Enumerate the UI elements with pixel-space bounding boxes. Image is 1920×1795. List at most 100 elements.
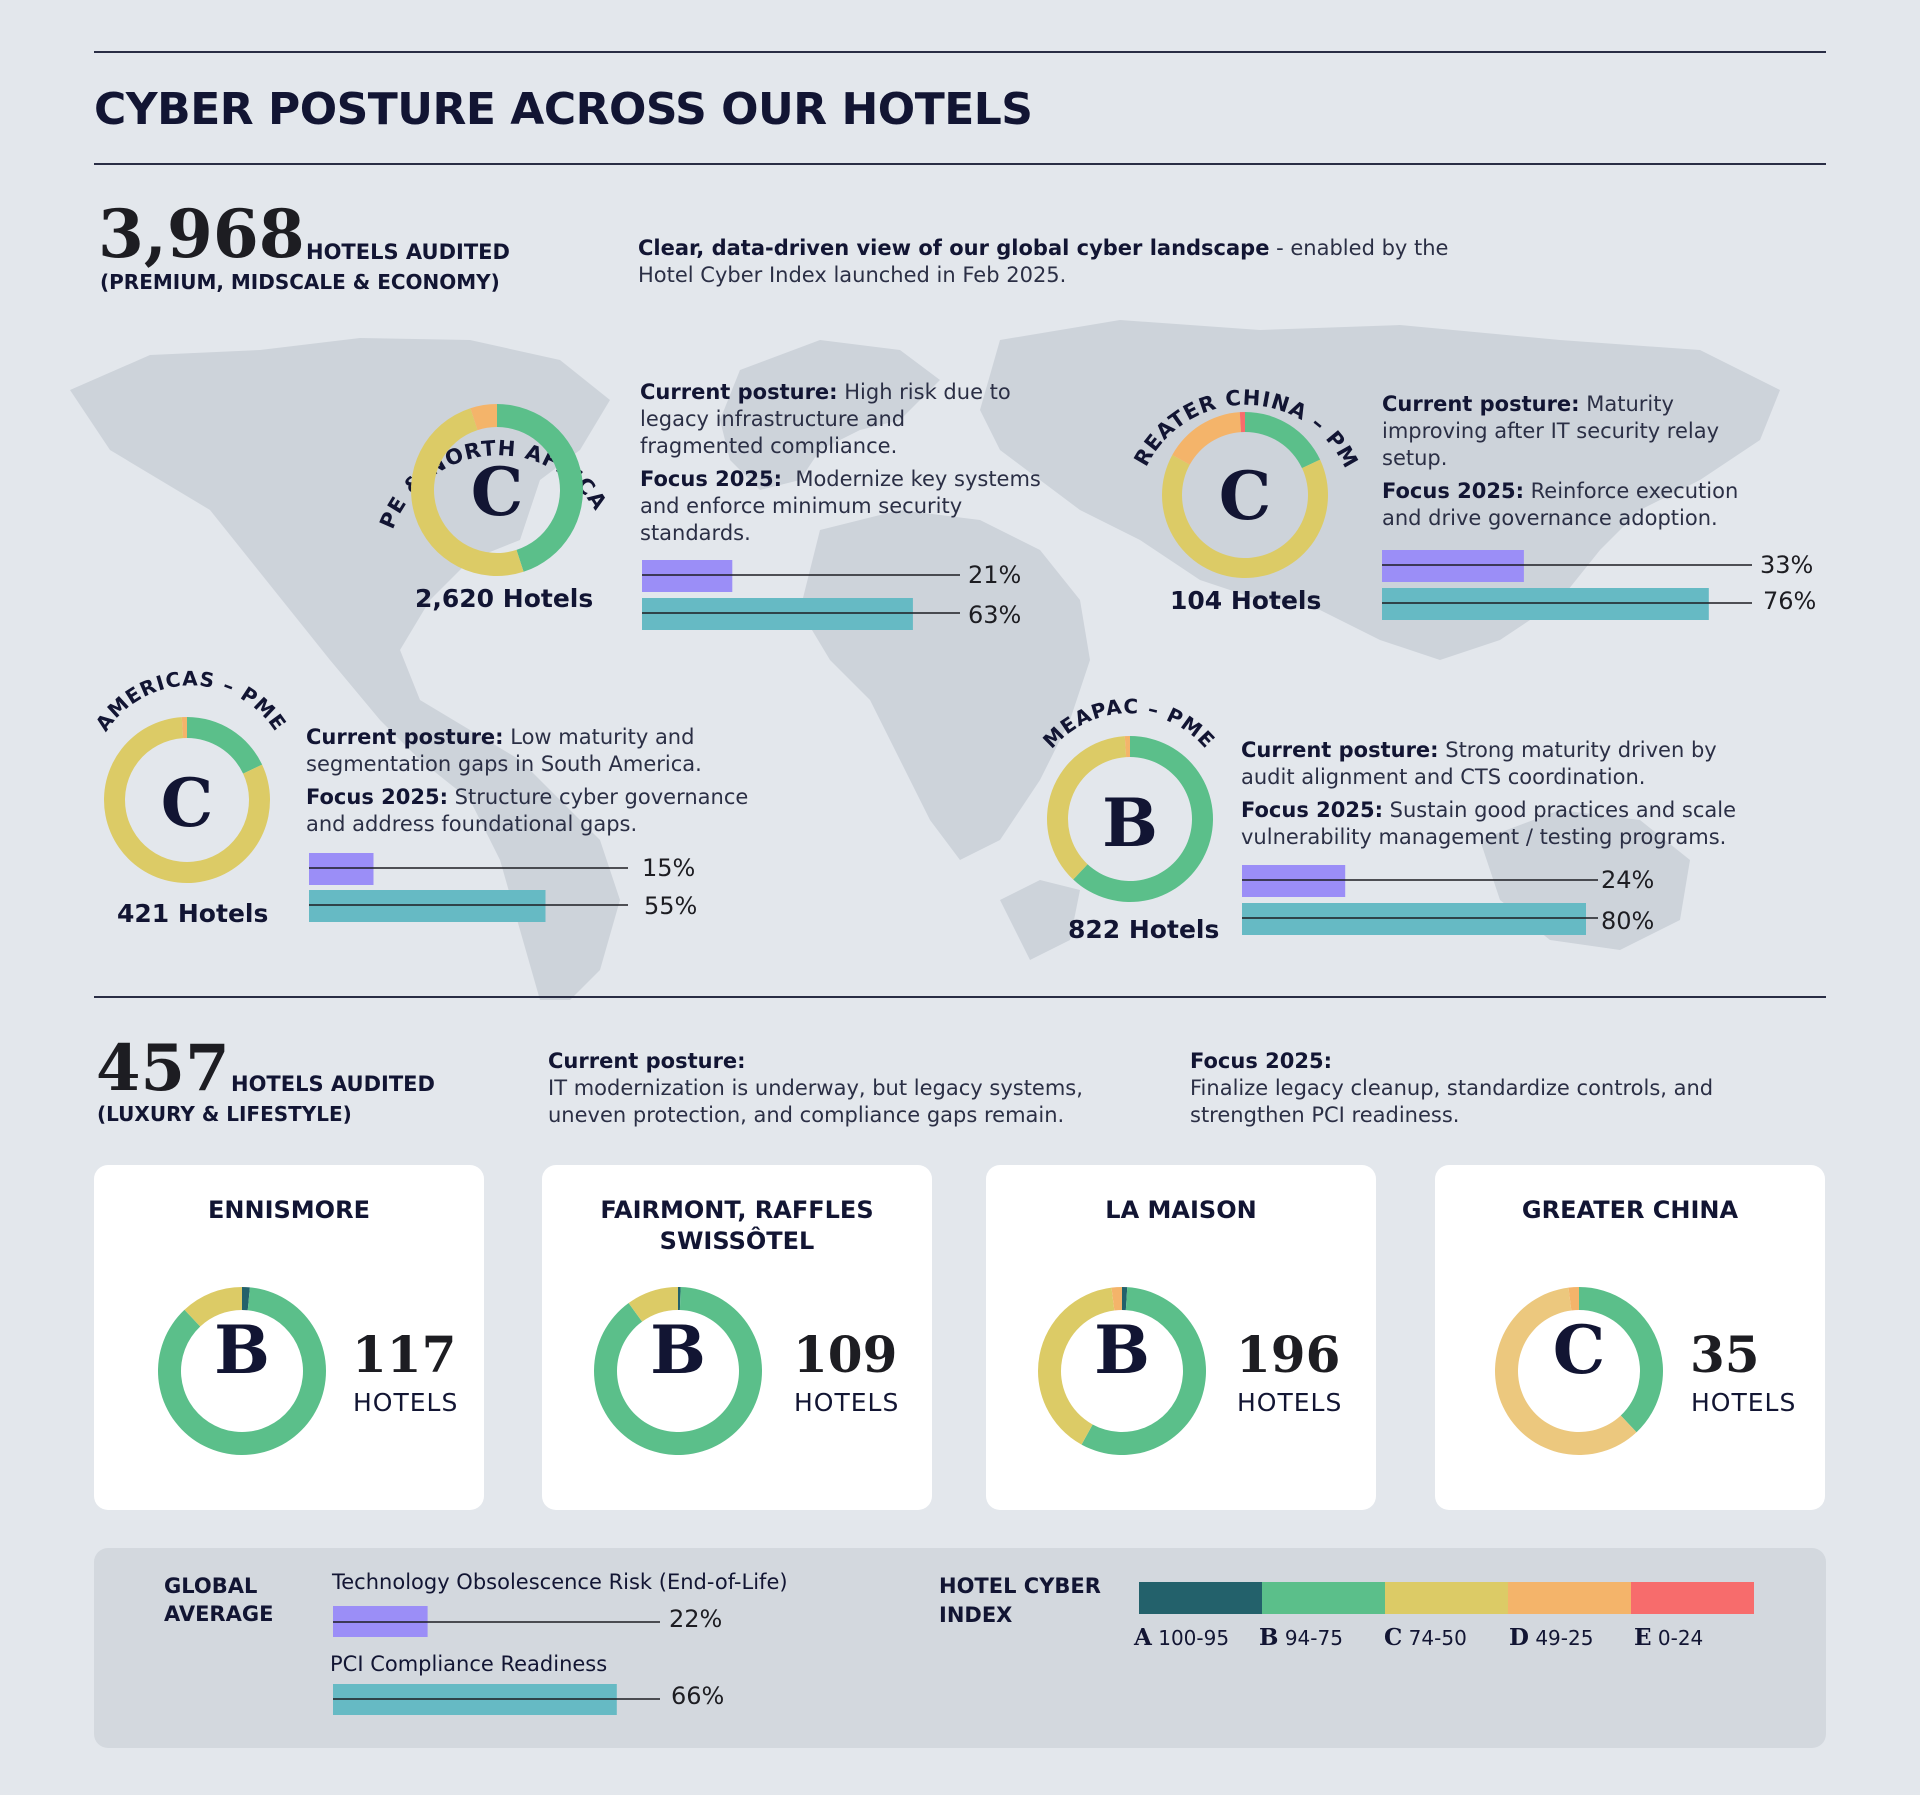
- donut-segment-b: [497, 404, 584, 572]
- brand-donut-ennismore: B: [158, 1287, 326, 1455]
- pci-legend-label: PCI Compliance Readiness: [330, 1652, 608, 1676]
- pci-bar: [642, 598, 913, 630]
- donut-segment-a: [678, 1287, 681, 1311]
- intro-rest-1: - enabled by the: [1269, 236, 1449, 260]
- posture-label-europe: Current posture:: [640, 380, 838, 404]
- focus-line: and drive governance adoption.: [1382, 506, 1718, 530]
- luxury-hotels-number: 457: [96, 1031, 230, 1106]
- donut-meapac: [1047, 736, 1213, 902]
- global-average-label: GLOBAL AVERAGE: [164, 1572, 273, 1628]
- donut-segment-d: [470, 404, 497, 431]
- posture-line: High risk due to: [837, 380, 1011, 404]
- obsolescence-legend-label: Technology Obsolescence Risk (End-of-Lif…: [332, 1570, 788, 1594]
- donut-segments: [158, 1287, 326, 1455]
- global-line: GLOBAL: [164, 1574, 258, 1598]
- total-hotels-number: 3,968: [98, 195, 305, 273]
- focus-label-china: Focus 2025:: [1382, 479, 1524, 503]
- focus-line: standards.: [640, 521, 751, 545]
- pct-obsolescence-china: 33%: [1760, 551, 1814, 579]
- donut-segments: [594, 1287, 762, 1455]
- brand-title: ENNISMORE: [94, 1195, 484, 1226]
- brand-title-line: GREATER CHINA: [1521, 1196, 1739, 1224]
- posture-line: audit alignment and CTS coordination.: [1241, 765, 1646, 789]
- grade-range: 100-95: [1158, 1626, 1230, 1650]
- index-swatch-e: [1631, 1582, 1754, 1614]
- donut-segment-e: [1239, 412, 1245, 433]
- brand-donut-fairmont: B: [594, 1287, 762, 1455]
- focus-line: and enforce minimum security: [640, 494, 963, 518]
- brand-title: FAIRMONT, RAFFLES SWISSÔTEL: [542, 1195, 932, 1257]
- pct-obsolescence-europe: 21%: [968, 561, 1022, 589]
- desc-china: Current posture: Maturity improving afte…: [1382, 391, 1738, 532]
- focus-line: strengthen PCI readiness.: [1190, 1103, 1460, 1127]
- posture-line: setup.: [1382, 446, 1448, 470]
- index-swatch-d: [1508, 1582, 1631, 1614]
- grade-range: 0-24: [1657, 1626, 1704, 1650]
- pct-obsolescence-meapac: 24%: [1601, 866, 1655, 894]
- pct-pci-meapac: 80%: [1601, 907, 1655, 935]
- grade-meapac: B: [1102, 784, 1158, 862]
- brand-grade: B: [1094, 1311, 1150, 1389]
- grade-americas: C: [161, 764, 214, 842]
- brand-title-line: ENNISMORE: [208, 1196, 370, 1224]
- grade-item-a: A 100-95: [1134, 1624, 1259, 1651]
- posture-label-americas: Current posture:: [306, 725, 504, 749]
- focus-line: vulnerability management / testing progr…: [1241, 825, 1727, 849]
- index-swatch-b: [1262, 1582, 1385, 1614]
- brand-unit: HOTELS: [1691, 1388, 1797, 1417]
- posture-label-meapac: Current posture:: [1241, 738, 1439, 762]
- obsolescence-global-value: 22%: [669, 1605, 723, 1633]
- pci-bar: [309, 890, 546, 922]
- grade-europe: C: [471, 453, 524, 531]
- luxury-posture-label: Current posture:: [548, 1049, 746, 1073]
- brand-count: 117: [352, 1325, 457, 1384]
- brand-card-ennismore: ENNISMORE B 117 HOTELS: [94, 1165, 484, 1510]
- donut-segment-b: [1073, 736, 1213, 902]
- donut-segment-d: [1124, 736, 1130, 758]
- posture-line: uneven protection, and compliance gaps r…: [548, 1103, 1065, 1127]
- focus-line: Modernize key systems: [781, 467, 1041, 491]
- brand-card-greater-china: GREATER CHINA C 35 HOTELS: [1435, 1165, 1825, 1510]
- donut-segments: [1038, 1287, 1206, 1455]
- grade-range: 74-50: [1408, 1626, 1467, 1650]
- posture-line: Strong maturity driven by: [1438, 738, 1717, 762]
- index-scale: [1139, 1582, 1754, 1614]
- pci-global-value: 66%: [671, 1682, 725, 1710]
- donut-segment-c: [411, 408, 524, 576]
- top-rule: [94, 51, 1826, 53]
- brand-donut-la-maison: B: [1038, 1287, 1206, 1455]
- posture-label-china: Current posture:: [1382, 392, 1580, 416]
- focus-line: Finalize legacy cleanup, standardize con…: [1190, 1076, 1714, 1100]
- desc-europe: Current posture: High risk due to legacy…: [640, 379, 1041, 547]
- page-title: CYBER POSTURE ACROSS OUR HOTELS: [94, 84, 1033, 135]
- pct-pci-americas: 55%: [644, 892, 698, 920]
- focus-label-europe: Focus 2025:: [640, 467, 782, 491]
- region-charts: EUROPE & NORTH AFRICA – PME GREATER CHIN…: [0, 0, 1362, 902]
- desc-meapac: Current posture: Strong maturity driven …: [1241, 737, 1736, 851]
- hotels-china: 104 Hotels: [1170, 586, 1322, 615]
- brand-card-fairmont: FAIRMONT, RAFFLES SWISSÔTEL B 109 HOTELS: [542, 1165, 932, 1510]
- brand-count: 35: [1690, 1325, 1760, 1384]
- brand-title-line: FAIRMONT, RAFFLES: [600, 1196, 874, 1224]
- pci-bar: [1382, 588, 1709, 620]
- brand-title-line: LA MAISON: [1105, 1196, 1257, 1224]
- donut-segment-b: [1081, 1287, 1206, 1455]
- luxury-hotels-sublabel: (LUXURY & LIFESTYLE): [97, 1102, 352, 1126]
- donut-segment-b: [187, 717, 263, 774]
- intro-rest-2: Hotel Cyber Index launched in Feb 2025.: [638, 263, 1067, 287]
- luxury-focus-label: Focus 2025:: [1190, 1049, 1332, 1073]
- focus-line: Structure cyber governance: [447, 785, 749, 809]
- posture-line: legacy infrastructure and: [640, 407, 906, 431]
- hotel-cyber-index-label: HOTEL CYBER INDEX: [939, 1572, 1101, 1630]
- focus-label-meapac: Focus 2025:: [1241, 798, 1383, 822]
- title-rule: [94, 163, 1826, 165]
- donut-segment-a: [242, 1287, 250, 1311]
- donut-segment-c: [184, 1287, 242, 1327]
- total-hotels-sublabel: (PREMIUM, MIDSCALE & ECONOMY): [100, 270, 500, 294]
- index-line: HOTEL CYBER: [939, 1574, 1101, 1598]
- donut-segments: [1495, 1287, 1663, 1455]
- grade-letter: E: [1634, 1624, 1652, 1651]
- donut-americas: [103, 717, 270, 883]
- posture-line: Maturity: [1579, 392, 1674, 416]
- grade-range: 94-75: [1284, 1626, 1343, 1650]
